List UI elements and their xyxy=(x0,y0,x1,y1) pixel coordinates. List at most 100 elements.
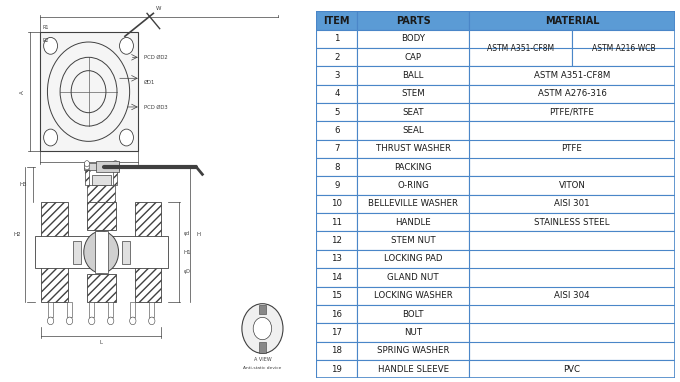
Text: PVC: PVC xyxy=(564,364,581,374)
Bar xyxy=(316,286,358,305)
Bar xyxy=(358,11,469,30)
Text: HANDLE SLEEVE: HANDLE SLEEVE xyxy=(377,364,449,374)
Bar xyxy=(316,121,358,140)
Text: A: A xyxy=(20,90,24,94)
Bar xyxy=(469,66,675,85)
Text: 13: 13 xyxy=(331,254,342,264)
Bar xyxy=(316,305,358,323)
Bar xyxy=(469,30,572,66)
Text: A VIEW: A VIEW xyxy=(254,357,271,362)
Bar xyxy=(122,241,130,264)
Bar xyxy=(97,161,118,172)
Bar xyxy=(316,213,358,231)
Text: BOLT: BOLT xyxy=(403,309,424,319)
Bar xyxy=(135,202,161,302)
Bar xyxy=(67,302,72,317)
Text: VITON: VITON xyxy=(558,181,585,190)
Circle shape xyxy=(113,161,118,167)
Bar xyxy=(316,30,358,48)
Text: 12: 12 xyxy=(331,236,342,245)
Text: CAP: CAP xyxy=(405,53,422,62)
Bar xyxy=(41,202,67,302)
Text: PTFE: PTFE xyxy=(562,144,583,154)
Text: φd: φd xyxy=(184,230,190,236)
Text: 6: 6 xyxy=(334,126,339,135)
Text: SEAT: SEAT xyxy=(403,108,424,117)
Bar xyxy=(358,360,469,378)
Bar xyxy=(258,305,267,314)
Bar xyxy=(89,302,95,317)
Text: φD: φD xyxy=(184,269,190,274)
Text: STAINLESS STEEL: STAINLESS STEEL xyxy=(534,218,610,227)
Text: BALL: BALL xyxy=(403,71,424,80)
Bar xyxy=(316,85,358,103)
Bar xyxy=(316,66,358,85)
Bar xyxy=(358,250,469,268)
Bar xyxy=(87,274,116,302)
Text: PARTS: PARTS xyxy=(396,16,430,26)
Bar xyxy=(316,103,358,121)
Bar xyxy=(258,342,267,353)
Text: ASTM A216-WCB: ASTM A216-WCB xyxy=(592,44,656,53)
Circle shape xyxy=(113,163,118,170)
Circle shape xyxy=(120,37,133,54)
Text: A: A xyxy=(86,168,90,173)
Bar xyxy=(358,195,469,213)
Text: SEAL: SEAL xyxy=(403,126,424,135)
Circle shape xyxy=(44,37,58,54)
Text: H2: H2 xyxy=(14,232,21,237)
Text: L: L xyxy=(100,340,103,345)
Text: LOCKING PAD: LOCKING PAD xyxy=(384,254,443,264)
Circle shape xyxy=(88,317,95,325)
Text: ASTM A351-CF8M: ASTM A351-CF8M xyxy=(534,71,610,80)
Bar xyxy=(316,360,358,378)
Bar xyxy=(358,213,469,231)
Bar xyxy=(113,170,117,185)
Bar xyxy=(469,11,675,30)
Text: H1: H1 xyxy=(184,249,191,255)
Text: STEM: STEM xyxy=(401,89,425,99)
Circle shape xyxy=(253,317,272,340)
Bar xyxy=(358,30,469,48)
Bar xyxy=(316,250,358,268)
Circle shape xyxy=(67,317,73,325)
Circle shape xyxy=(44,129,58,146)
Text: THRUST WASHER: THRUST WASHER xyxy=(375,144,451,154)
Circle shape xyxy=(84,231,118,273)
Bar xyxy=(358,231,469,250)
Text: 1: 1 xyxy=(334,34,339,44)
Bar xyxy=(316,48,358,66)
Text: H3: H3 xyxy=(19,182,27,187)
Text: R2: R2 xyxy=(43,38,49,43)
Text: PCD ØD3: PCD ØD3 xyxy=(144,104,167,110)
Text: ØD1: ØD1 xyxy=(144,79,155,85)
Bar xyxy=(358,66,469,85)
Bar xyxy=(108,302,113,317)
Bar xyxy=(358,85,469,103)
Bar xyxy=(35,236,167,268)
Text: BODY: BODY xyxy=(401,34,425,44)
Bar xyxy=(316,11,358,30)
Text: H: H xyxy=(196,232,200,237)
Text: AISI 304: AISI 304 xyxy=(554,291,590,300)
Text: Anti-static device: Anti-static device xyxy=(243,366,282,370)
Text: MATERIAL: MATERIAL xyxy=(545,16,599,26)
Circle shape xyxy=(48,317,54,325)
Bar xyxy=(358,176,469,195)
Text: 4: 4 xyxy=(334,89,339,99)
Bar xyxy=(92,175,111,185)
Circle shape xyxy=(107,317,114,325)
Text: ITEM: ITEM xyxy=(324,16,350,26)
Text: NUT: NUT xyxy=(404,328,422,337)
Circle shape xyxy=(84,163,90,170)
Bar xyxy=(469,195,675,213)
Text: 17: 17 xyxy=(331,328,342,337)
Text: 19: 19 xyxy=(331,364,342,374)
Text: 10: 10 xyxy=(331,199,342,209)
Bar xyxy=(469,85,675,103)
Text: 2: 2 xyxy=(334,53,339,62)
Circle shape xyxy=(149,317,155,325)
Bar xyxy=(469,103,675,121)
Bar xyxy=(358,48,469,66)
Text: 9: 9 xyxy=(334,181,339,190)
